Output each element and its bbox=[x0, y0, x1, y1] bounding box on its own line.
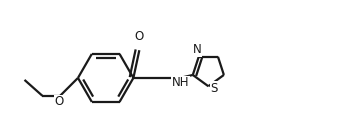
Text: O: O bbox=[55, 95, 64, 108]
Text: O: O bbox=[135, 30, 144, 43]
Text: S: S bbox=[211, 82, 218, 95]
Text: N: N bbox=[192, 43, 201, 56]
Text: NH: NH bbox=[172, 76, 190, 89]
